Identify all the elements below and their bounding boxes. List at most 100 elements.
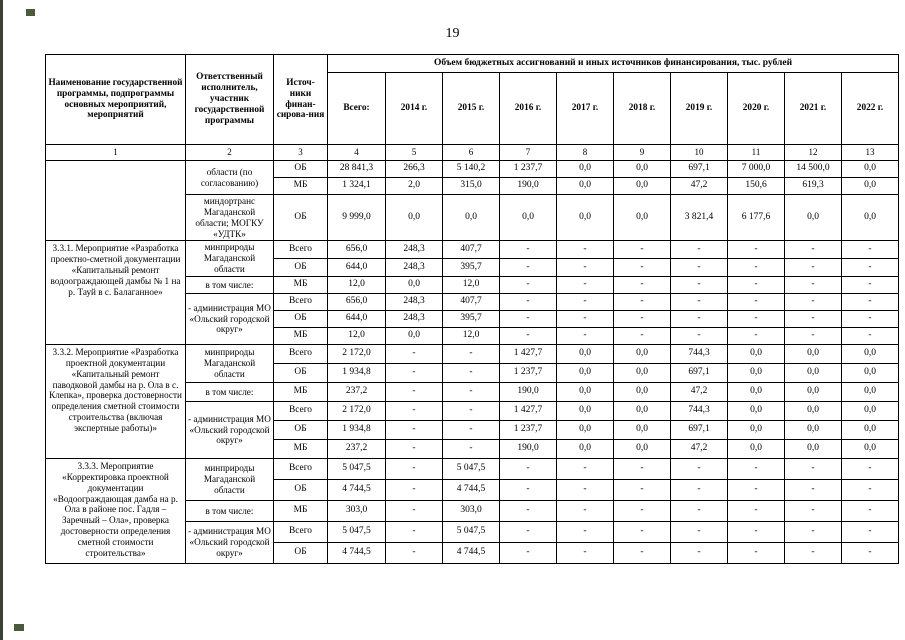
- value-cell: -: [499, 276, 557, 295]
- value-cell: 0,0: [613, 160, 671, 178]
- value-cell: 7 000,0: [727, 160, 785, 178]
- table-row: МБ 12,0 0,0 12,0- - - - - - -: [46, 327, 900, 346]
- value-cell: -: [442, 382, 500, 403]
- value-cell: -: [556, 293, 614, 312]
- value-cell: -: [613, 327, 671, 346]
- scan-edge-artifact: [0, 0, 3, 640]
- value-cell: 4 744,5: [327, 542, 386, 565]
- funding-source-cell: Всего: [273, 344, 328, 365]
- column-number-cell: 8: [556, 144, 614, 161]
- value-cell: 1 237,7: [499, 160, 557, 178]
- value-cell: 28 841,3: [327, 160, 386, 178]
- value-cell: -: [840, 458, 900, 481]
- table-row: области (по согласованию) ОБ 28 841,3 266,3…: [45, 159, 900, 242]
- value-cell: 0,0: [613, 401, 671, 422]
- value-cell: 0,0: [784, 382, 842, 403]
- value-cell: -: [670, 458, 728, 481]
- header-executor: Ответственный исполнитель, участник госу…: [185, 54, 274, 145]
- value-cell: -: [784, 521, 842, 544]
- value-cell: -: [727, 240, 785, 260]
- value-cell: -: [670, 240, 728, 260]
- value-cell: 9 999,0: [327, 193, 386, 242]
- value-cell: -: [556, 258, 614, 278]
- year-header-row: Всего: 2014 г. 2015 г. 2016 г. 2017 г. 2018 г…: [46, 72, 900, 145]
- funding-source-cell: ОБ: [273, 363, 328, 384]
- value-cell: -: [385, 344, 443, 365]
- value-cell: -: [784, 240, 842, 260]
- funding-source-cell: ОБ: [273, 479, 328, 502]
- value-cell: 0,0: [556, 420, 614, 441]
- table-row: ОБ 1 934,8- -1 237,7 0,0 0,0 697,1 0,0 0,0 0,0: [46, 363, 900, 384]
- value-cell: 0,0: [840, 344, 900, 365]
- value-cell: 1 237,7: [499, 420, 557, 441]
- value-cell: -: [385, 363, 443, 384]
- value-cell: -: [784, 500, 842, 523]
- value-cell: 12,0: [442, 276, 500, 295]
- value-cell: -: [840, 479, 900, 502]
- value-cell: -: [613, 542, 671, 565]
- value-cell: -: [727, 542, 785, 565]
- value-cell: -: [613, 310, 671, 329]
- table-row: - администрация МО «Ольский городской ок…: [46, 521, 900, 565]
- value-cell: 0,0: [556, 344, 614, 365]
- column-number-cell: 9: [613, 144, 671, 161]
- header-funding-source: Источ-ники финан-сирова-ния: [273, 54, 328, 145]
- table-row: - администрация МО «Ольский городской ок…: [46, 401, 900, 460]
- executor-cell: области (по согласованию): [185, 160, 274, 195]
- value-cell: -: [727, 327, 785, 346]
- value-cell: 0,0: [727, 382, 785, 403]
- value-cell: 1 237,7: [499, 363, 557, 384]
- value-cell: -: [840, 500, 900, 523]
- year-header-cell: 2014 г.: [385, 72, 443, 145]
- page-number: 19: [445, 26, 460, 41]
- value-cell: 0,0: [613, 382, 671, 403]
- value-cell: 190,0: [499, 382, 557, 403]
- value-cell: -: [840, 293, 900, 312]
- funding-source-cell: МБ: [273, 327, 328, 346]
- value-cell: -: [613, 240, 671, 260]
- value-cell: 5 047,5: [327, 458, 386, 481]
- value-cell: 0,0: [556, 177, 614, 195]
- value-cell: -: [499, 479, 557, 502]
- column-number-cell: 6: [442, 144, 500, 161]
- value-cell: 303,0: [442, 500, 500, 523]
- value-cell: 0,0: [385, 193, 443, 242]
- executor-cell: в том числе:: [185, 276, 274, 295]
- column-number-cell: 4: [327, 144, 386, 161]
- value-cell: 5 140,2: [442, 160, 500, 178]
- value-cell: -: [670, 293, 728, 312]
- value-cell: 0,0: [613, 344, 671, 365]
- value-cell: 0,0: [556, 439, 614, 460]
- table-body: области (по согласованию) ОБ 28 841,3 266,3…: [45, 159, 900, 565]
- value-cell: -: [499, 327, 557, 346]
- value-cell: 0,0: [840, 193, 900, 242]
- value-cell: 47,2: [670, 177, 728, 195]
- value-cell: -: [840, 310, 900, 329]
- value-cell: 0,0: [499, 193, 557, 242]
- header-program-name: Наименование государственной программы, …: [45, 54, 186, 145]
- scan-artifact: [14, 624, 24, 631]
- value-cell: -: [840, 258, 900, 278]
- value-cell: 644,0: [327, 310, 386, 329]
- value-cell: -: [670, 258, 728, 278]
- executor-cell: - администрация МО «Ольский городской ок…: [185, 293, 274, 346]
- value-cell: 0,0: [840, 420, 900, 441]
- value-cell: -: [499, 521, 557, 544]
- value-cell: -: [670, 479, 728, 502]
- column-number-cell: 12: [784, 144, 842, 161]
- executor-cell: - администрация МО «Ольский городской ок…: [185, 401, 274, 460]
- value-cell: 619,3: [784, 177, 842, 195]
- value-cell: -: [385, 458, 443, 481]
- value-cell: -: [670, 310, 728, 329]
- value-cell: 6 177,6: [727, 193, 785, 242]
- value-cell: 0,0: [613, 363, 671, 384]
- table-header: Наименование государственной программы, …: [45, 54, 900, 161]
- table-row: ОБ 4 744,5-4 744,5- - - - - - -: [46, 542, 900, 565]
- value-cell: -: [840, 542, 900, 565]
- year-header-cell: Всего:: [327, 72, 386, 145]
- value-cell: 1 324,1: [327, 177, 386, 195]
- value-cell: -: [670, 327, 728, 346]
- value-cell: 5 047,5: [442, 521, 500, 544]
- value-cell: -: [784, 542, 842, 565]
- funding-source-cell: МБ: [273, 439, 328, 460]
